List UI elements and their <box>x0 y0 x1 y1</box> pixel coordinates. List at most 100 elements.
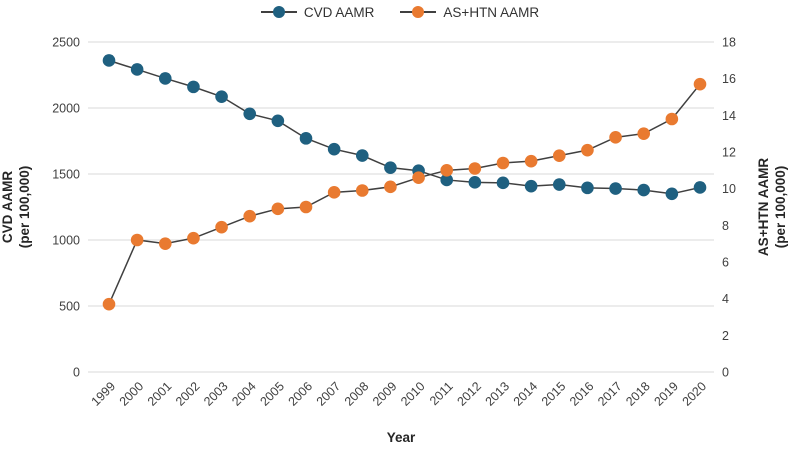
data-point-marker <box>693 181 707 194</box>
data-point-marker <box>215 220 228 234</box>
data-point-marker <box>327 186 341 199</box>
data-point-marker <box>581 143 594 157</box>
data-point-marker <box>271 114 285 128</box>
data-point-marker <box>496 156 510 170</box>
x-axis-tick-label: 1999 <box>89 379 119 409</box>
x-axis-tick-label: 2013 <box>483 379 513 409</box>
legend-label-as-htn-aamr: AS+HTN AAMR <box>443 4 540 20</box>
data-point-marker <box>158 72 172 85</box>
x-axis-tick-label: 2004 <box>229 379 259 409</box>
right-axis-tick-label: 8 <box>722 219 729 233</box>
data-point-marker <box>187 231 200 245</box>
legend-marker-as-htn-icon <box>400 6 437 18</box>
data-point-marker <box>130 63 144 76</box>
left-axis-title-line1: CVD AAMR <box>0 171 15 243</box>
data-point-marker <box>102 54 116 67</box>
legend-item-cvd-aamr: CVD AAMR <box>260 4 375 20</box>
series-as-htn-aamr <box>102 77 707 311</box>
right-axis-tick-label: 2 <box>722 329 729 343</box>
x-axis-tick-label: 2010 <box>398 379 428 409</box>
x-axis-tick-label: 2012 <box>454 379 484 409</box>
series-cvd-aamr <box>102 54 707 201</box>
right-axis-tick-label: 14 <box>722 109 736 123</box>
series-line <box>108 83 701 305</box>
left-axis-tick-label: 2500 <box>52 36 80 50</box>
data-point-marker <box>299 200 313 214</box>
data-point-marker <box>327 142 341 156</box>
right-axis-tick-label: 16 <box>722 72 736 86</box>
right-axis-tick-label: 10 <box>722 182 736 196</box>
x-axis-tick-label: 2003 <box>201 379 231 409</box>
x-axis-tick-label: 2018 <box>623 379 653 409</box>
right-axis-tick-label: 18 <box>722 36 736 50</box>
data-point-marker <box>384 180 397 194</box>
data-point-marker <box>609 182 622 195</box>
data-point-marker <box>243 107 257 121</box>
series-line <box>108 59 701 195</box>
right-axis-tick-label: 4 <box>722 292 729 306</box>
data-point-marker <box>665 112 679 126</box>
series-layer <box>102 54 707 311</box>
left-axis-tick-label: 2000 <box>52 102 80 116</box>
x-axis-tick-label: 2001 <box>145 379 175 409</box>
data-point-marker <box>412 171 425 184</box>
x-axis-tick-label: 2007 <box>314 379 344 409</box>
x-axis-tick-label: 2016 <box>567 379 597 409</box>
legend-marker-cvd-icon <box>260 6 297 18</box>
data-point-marker <box>187 80 200 94</box>
data-point-marker <box>355 184 369 197</box>
x-axis-tick-label: 2011 <box>427 379 456 408</box>
data-point-marker <box>102 297 116 311</box>
data-point-marker <box>130 233 144 247</box>
x-axis-tick-label: 2017 <box>595 379 625 409</box>
x-axis-tick-label: 2009 <box>370 379 400 409</box>
left-axis-tick-label: 0 <box>73 366 80 380</box>
data-point-marker <box>158 237 172 250</box>
data-point-marker <box>468 176 482 189</box>
x-axis-title: Year <box>387 430 416 445</box>
x-axis-tick-label: 2005 <box>257 379 287 409</box>
gridlines <box>88 41 714 373</box>
data-point-marker <box>693 77 707 91</box>
data-point-marker <box>637 183 651 197</box>
data-point-marker <box>552 149 566 162</box>
data-point-marker <box>384 161 397 174</box>
right-axis-tick-label: 6 <box>722 256 729 270</box>
chart-legend: CVD AAMR AS+HTN AAMR <box>0 1 800 23</box>
data-point-marker <box>524 154 538 168</box>
left-axis-tick-label: 500 <box>59 300 80 314</box>
data-point-marker <box>665 187 679 201</box>
right-axis-title-line2: (per 100,000) <box>773 166 788 249</box>
data-point-marker <box>243 209 257 223</box>
data-point-marker <box>440 173 454 187</box>
data-point-marker <box>637 127 651 140</box>
x-axis-tick-label: 2008 <box>342 379 372 409</box>
left-axis-tick-label: 1000 <box>52 234 80 248</box>
data-point-marker <box>271 202 285 216</box>
x-axis-tick-label: 2002 <box>173 379 203 409</box>
data-point-marker <box>581 181 594 195</box>
data-point-marker <box>440 164 454 177</box>
right-axis-title-line1: AS+HTN AAMR <box>756 158 771 256</box>
data-point-marker <box>215 90 228 103</box>
data-point-marker <box>355 149 369 162</box>
data-point-marker <box>524 179 538 193</box>
data-point-marker <box>468 162 482 175</box>
left-axis-title-line2: (per 100,000) <box>17 166 32 249</box>
legend-item-as-htn-aamr: AS+HTN AAMR <box>400 5 539 20</box>
data-point-marker <box>496 176 510 190</box>
data-point-marker <box>609 131 622 144</box>
data-point-marker <box>552 178 566 191</box>
x-axis-tick-label: 2014 <box>511 379 541 409</box>
left-axis-tick-label: 1500 <box>52 168 80 182</box>
legend-label-cvd-aamr: CVD AAMR <box>303 4 375 20</box>
data-point-marker <box>299 132 313 145</box>
x-axis-tick-label: 2019 <box>651 379 681 409</box>
x-axis-tick-label: 2020 <box>680 379 710 409</box>
x-axis-tick-label: 2000 <box>117 379 147 409</box>
x-axis-tick-label: 2015 <box>539 379 569 409</box>
right-axis-tick-label: 12 <box>722 146 736 160</box>
x-axis-tick-label: 2006 <box>286 379 316 409</box>
